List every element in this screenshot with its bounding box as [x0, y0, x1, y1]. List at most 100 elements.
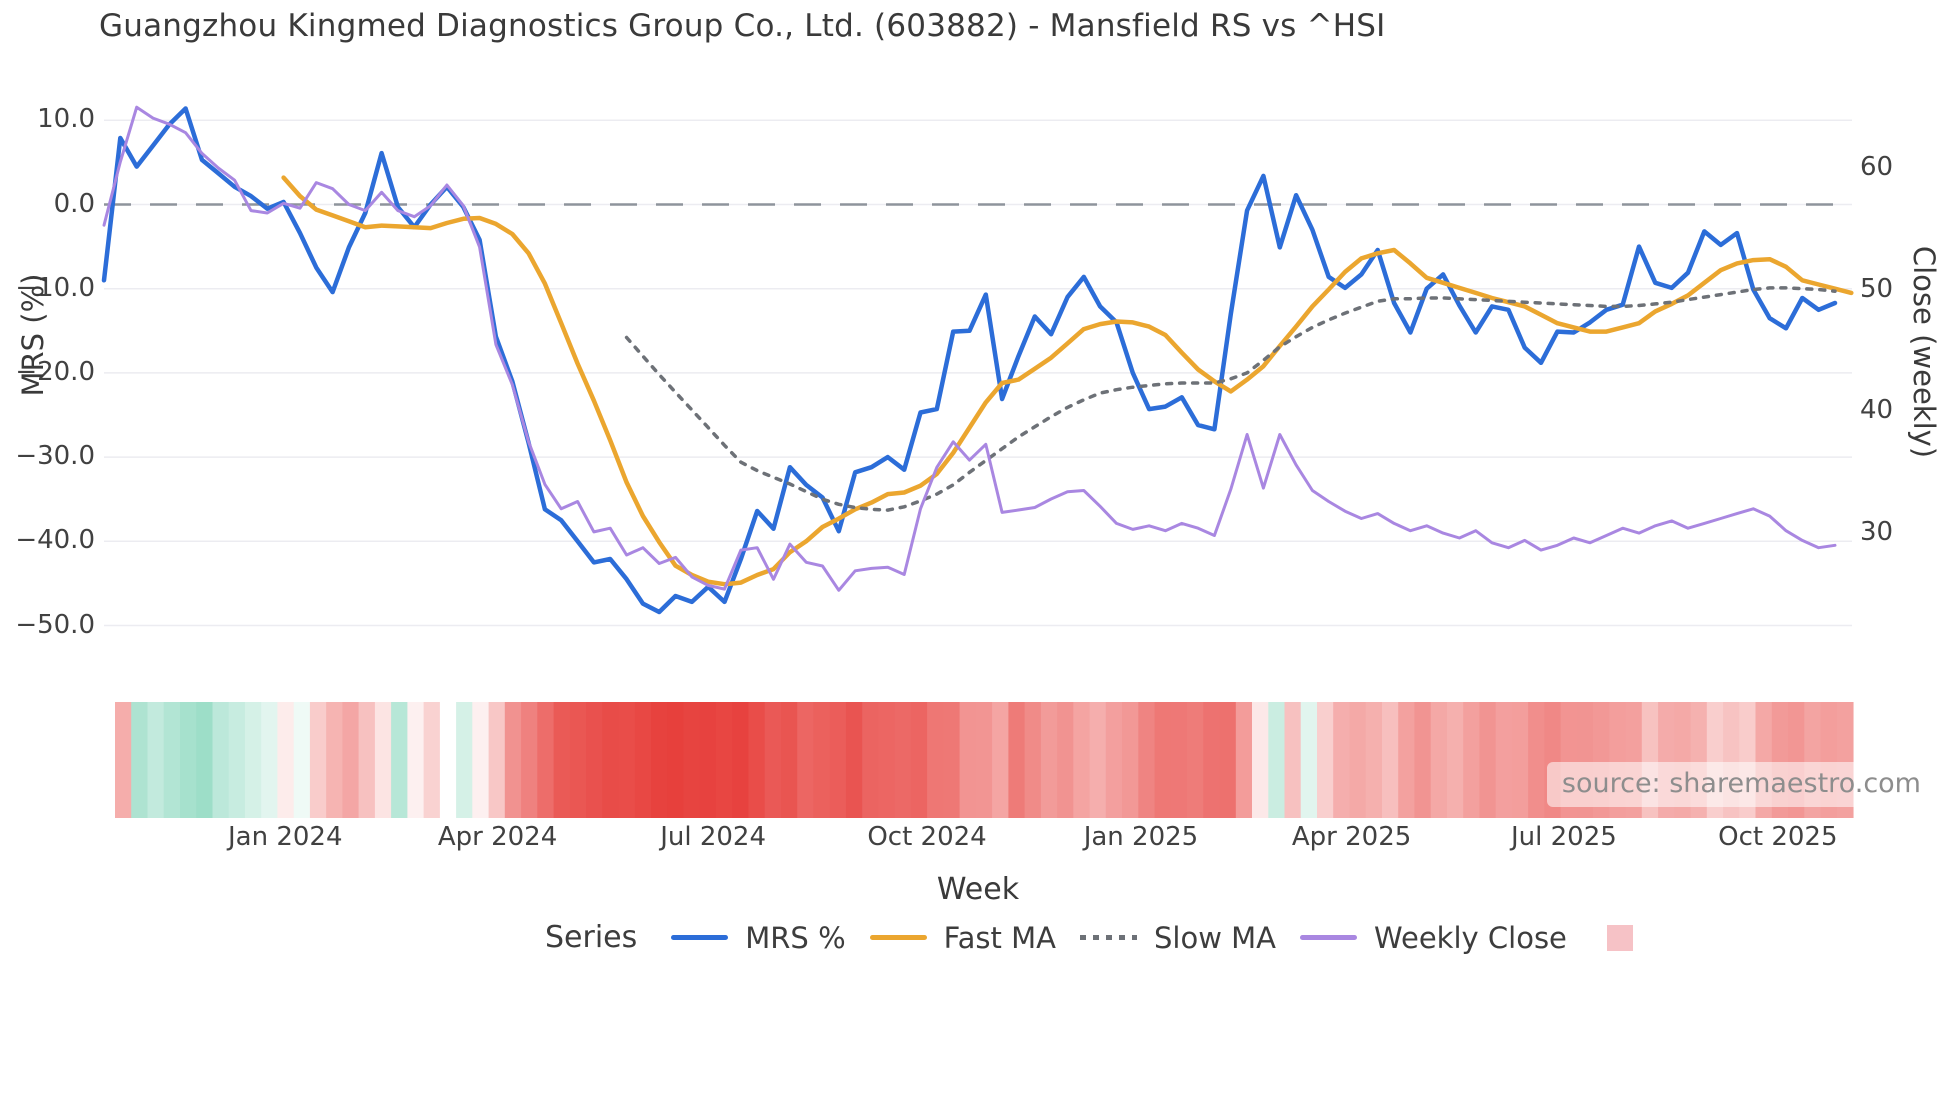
heatmap-band	[634, 702, 652, 818]
legend-item-label: Fast MA	[943, 920, 1056, 955]
y-left-tick-label: −30.0	[15, 441, 95, 472]
heatmap-band	[196, 702, 213, 818]
legend-item-slow-ma[interactable]: Slow MA	[1079, 920, 1276, 955]
heatmap-swatch-icon	[1606, 924, 1633, 951]
x-tick-label: Apr 2025	[1291, 822, 1412, 852]
legend-item-mrs[interactable]: MRS %	[671, 920, 846, 955]
heatmap-band	[391, 702, 408, 818]
heatmap-band	[1105, 702, 1123, 818]
heatmap-band	[586, 702, 603, 818]
heatmap-band	[1463, 702, 1480, 818]
heatmap-band	[1170, 702, 1188, 818]
slow-ma-dotted-swatch-icon	[1079, 935, 1137, 940]
y-left-tick-label: −50.0	[15, 609, 95, 640]
heatmap-band	[1219, 702, 1237, 818]
heatmap-band	[1268, 702, 1286, 818]
heatmap-band	[975, 702, 993, 818]
heatmap-band	[407, 702, 425, 818]
heatmap-band	[845, 702, 863, 818]
legend-item-heatmap[interactable]	[1606, 924, 1633, 951]
heatmap-band	[228, 702, 246, 818]
slow-ma-line	[624, 286, 1837, 512]
legend-item-fast-ma[interactable]: Fast MA	[869, 920, 1056, 955]
heatmap-band	[439, 702, 457, 818]
heatmap-band	[1414, 702, 1432, 818]
heatmap-band	[797, 702, 814, 818]
heatmap-band	[374, 702, 392, 818]
heatmap-band	[1154, 702, 1172, 818]
heatmap-band	[488, 702, 506, 818]
heatmap-band	[261, 702, 278, 818]
heatmap-band	[1040, 702, 1058, 818]
heatmap-band	[829, 702, 847, 818]
heatmap-band	[1252, 702, 1269, 818]
heatmap-band	[1235, 702, 1253, 818]
fast-ma-line-swatch-icon	[869, 935, 927, 940]
heatmap-band	[326, 702, 343, 818]
heatmap-band	[309, 702, 327, 818]
heatmap-band	[180, 702, 197, 818]
heatmap-band	[553, 702, 571, 818]
heatmap-band	[521, 702, 538, 818]
fast-ma-line	[281, 175, 1854, 587]
x-tick-label: Oct 2025	[1718, 822, 1838, 852]
heatmap-band	[1008, 702, 1026, 818]
heatmap-band	[1365, 702, 1383, 818]
heatmap-band	[667, 702, 685, 818]
heatmap-band	[1122, 702, 1139, 818]
mrs-line	[101, 106, 1838, 615]
heatmap-band	[927, 702, 944, 818]
heatmap-band	[163, 702, 181, 818]
heatmap-band	[959, 702, 977, 818]
heatmap-band	[342, 702, 360, 818]
heatmap-band	[1430, 702, 1448, 818]
x-tick-label: Jul 2025	[1510, 822, 1617, 852]
heatmap-band	[358, 702, 376, 818]
x-tick-label: Jan 2024	[227, 822, 343, 852]
heatmap-band	[764, 702, 782, 818]
x-tick-label: Jul 2024	[660, 822, 766, 852]
heatmap-band	[618, 702, 636, 818]
heatmap-band	[131, 702, 148, 818]
heatmap-band	[1398, 702, 1415, 818]
heatmap-band	[683, 702, 701, 818]
heatmap-band	[651, 702, 668, 818]
heatmap-band	[748, 702, 766, 818]
heatmap-band	[115, 702, 132, 818]
heatmap-band	[1203, 702, 1221, 818]
heatmap-band	[1138, 702, 1156, 818]
heatmap-band	[537, 702, 555, 818]
x-tick-label: Oct 2024	[867, 822, 987, 852]
y-left-tick-label: −40.0	[15, 525, 95, 556]
y-right-tick-label: 50	[1860, 273, 1894, 304]
mrs-line-swatch-icon	[671, 935, 729, 940]
y-axis-left-title: MRS (%)	[16, 273, 50, 397]
legend-item-label: Weekly Close	[1374, 920, 1567, 955]
source-attribution: source: sharemaestro.com	[1546, 762, 1936, 807]
heatmap-band	[1073, 702, 1091, 818]
heatmap-band	[212, 702, 230, 818]
chart-title: Guangzhou Kingmed Diagnostics Group Co.,…	[99, 8, 1386, 44]
heatmap-band	[992, 702, 1009, 818]
legend-item-label: MRS %	[745, 920, 846, 955]
heatmap-band	[504, 702, 522, 818]
weekly-close-line	[102, 105, 1837, 592]
legend-item-label: Slow MA	[1153, 920, 1276, 955]
x-tick-label: Jan 2025	[1083, 822, 1199, 852]
heatmap-band	[943, 702, 961, 818]
heatmap-band	[1089, 702, 1107, 818]
heatmap-band	[699, 702, 717, 818]
heatmap-band	[1495, 702, 1513, 818]
y-left-tick-label: −10.0	[15, 272, 95, 303]
x-axis-title: Week	[936, 872, 1020, 907]
legend-item-weekly-close[interactable]: Weekly Close	[1300, 921, 1567, 955]
heatmap-band	[1284, 702, 1302, 818]
heatmap-band	[1479, 702, 1497, 818]
heatmap-band	[732, 702, 749, 818]
heatmap-band	[1446, 702, 1464, 818]
heatmap-band	[1057, 702, 1074, 818]
heatmap-band	[244, 702, 262, 818]
heatmap-band	[1511, 702, 1529, 818]
heatmap-band	[1300, 702, 1318, 818]
